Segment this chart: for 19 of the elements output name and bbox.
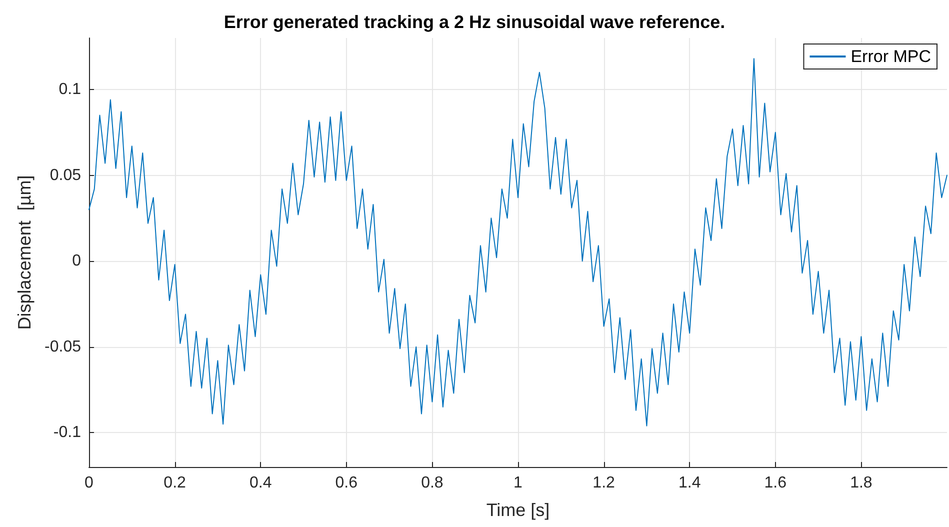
- chart-title: Error generated tracking a 2 Hz sinusoidal wave reference.: [224, 12, 726, 32]
- x-tick-label: 1.8: [850, 474, 872, 492]
- x-tick-label: 0: [84, 474, 94, 492]
- y-tick-label: 0: [72, 252, 82, 270]
- y-tick-label: 0.05: [50, 166, 82, 184]
- x-tick-label: 0.4: [249, 474, 272, 492]
- x-tick-label: 1.6: [764, 474, 787, 492]
- x-tick-label: 1: [514, 474, 523, 492]
- y-tick-label: 0.1: [58, 80, 82, 98]
- x-tick-label: 0.6: [335, 474, 358, 492]
- x-tick-label: 1.4: [678, 474, 701, 492]
- x-tick-label: 1.2: [592, 474, 616, 492]
- y-tick-label: -0.1: [53, 424, 82, 442]
- x-axis-title: Time [s]: [486, 500, 550, 520]
- legend-label: Error MPC: [850, 47, 932, 66]
- x-tick-label: 0.8: [421, 474, 444, 492]
- x-tick-label: 0.2: [164, 474, 186, 492]
- y-axis-title: Displacement [µm]: [14, 175, 35, 330]
- y-tick-label: -0.05: [44, 338, 82, 356]
